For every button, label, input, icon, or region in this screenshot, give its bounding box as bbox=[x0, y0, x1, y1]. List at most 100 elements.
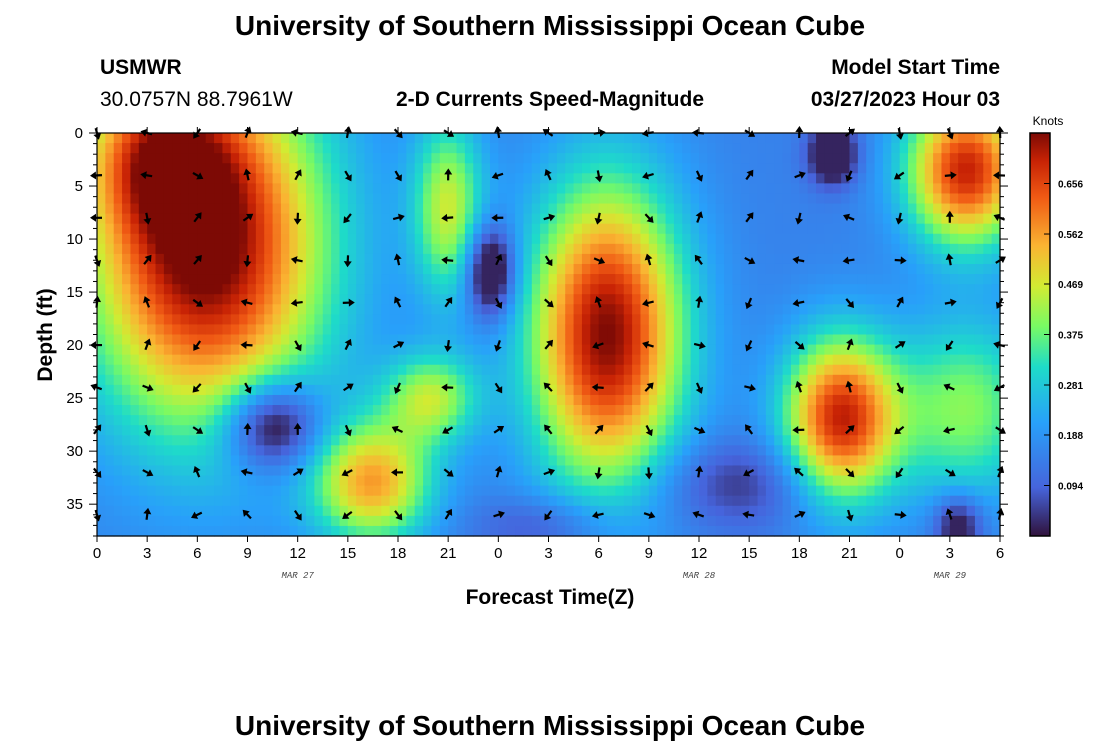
heatmap-cell bbox=[464, 253, 474, 265]
heatmap-cell bbox=[891, 153, 901, 164]
heatmap-cell bbox=[339, 223, 349, 235]
heatmap-cell bbox=[941, 203, 951, 215]
heatmap-cell bbox=[690, 364, 700, 376]
heatmap-cell bbox=[163, 253, 173, 265]
heatmap-cell bbox=[824, 415, 834, 426]
heatmap-cell bbox=[782, 364, 792, 376]
heatmap-cell bbox=[548, 505, 558, 517]
heatmap-cell bbox=[406, 334, 416, 346]
heatmap-cell bbox=[364, 495, 374, 507]
heatmap-cell bbox=[230, 465, 240, 477]
heatmap-cell bbox=[381, 324, 391, 336]
heatmap-cell bbox=[406, 263, 416, 275]
heatmap-cell bbox=[899, 304, 909, 315]
heatmap-cell bbox=[423, 505, 433, 517]
heatmap-cell bbox=[774, 394, 784, 406]
heatmap-cell bbox=[247, 435, 257, 446]
heatmap-cell bbox=[297, 193, 307, 205]
heatmap-cell bbox=[958, 374, 968, 386]
heatmap-cell bbox=[673, 294, 683, 305]
heatmap-cell bbox=[807, 435, 817, 446]
current-arrow bbox=[444, 168, 453, 181]
heatmap-cell bbox=[389, 525, 399, 537]
heatmap-cell bbox=[916, 425, 926, 436]
current-arrow bbox=[693, 341, 706, 350]
heatmap-cell bbox=[908, 354, 917, 366]
heatmap-cell bbox=[180, 193, 190, 205]
heatmap-cell bbox=[155, 213, 165, 225]
heatmap-cell bbox=[531, 505, 541, 517]
heatmap-cell bbox=[607, 435, 616, 446]
current-arrow bbox=[742, 510, 755, 519]
heatmap-cell bbox=[607, 253, 616, 265]
heatmap-cell bbox=[958, 133, 968, 144]
heatmap-cell bbox=[974, 153, 984, 164]
heatmap-cell bbox=[314, 133, 324, 144]
heatmap-cell bbox=[272, 415, 282, 426]
heatmap-cell bbox=[807, 213, 817, 225]
heatmap-cell bbox=[782, 405, 792, 416]
heatmap-cell bbox=[222, 314, 232, 326]
heatmap-cell bbox=[899, 203, 909, 215]
heatmap-cell bbox=[732, 253, 742, 265]
heatmap-cell bbox=[774, 173, 784, 184]
heatmap-cell bbox=[97, 515, 106, 527]
heatmap-cell bbox=[322, 284, 332, 295]
heatmap-cell bbox=[908, 515, 917, 527]
heatmap-cell bbox=[648, 374, 658, 386]
heatmap-cell bbox=[456, 193, 466, 205]
current-arrow bbox=[343, 255, 352, 268]
heatmap-cell bbox=[807, 304, 817, 315]
heatmap-cell bbox=[439, 133, 449, 144]
heatmap-cell bbox=[297, 495, 307, 507]
heatmap-cell bbox=[665, 183, 675, 195]
heatmap-cell bbox=[665, 314, 675, 326]
heatmap-cell bbox=[581, 445, 591, 456]
heatmap-cell bbox=[857, 263, 867, 275]
heatmap-cell bbox=[966, 203, 976, 215]
heatmap-cell bbox=[891, 274, 901, 285]
heatmap-cell bbox=[515, 314, 525, 326]
heatmap-cell bbox=[389, 263, 399, 275]
heatmap-cell bbox=[239, 455, 249, 467]
heatmap-cell bbox=[247, 253, 257, 265]
heatmap-cell bbox=[540, 475, 550, 487]
heatmap-cell bbox=[255, 354, 265, 366]
heatmap-cell bbox=[155, 314, 165, 326]
heatmap-cell bbox=[180, 233, 190, 245]
heatmap-cell bbox=[882, 153, 892, 164]
heatmap-cell bbox=[113, 133, 123, 144]
heatmap-cell bbox=[464, 163, 474, 174]
heatmap-cell bbox=[297, 485, 307, 497]
heatmap-cell bbox=[623, 163, 633, 174]
heatmap-cell bbox=[364, 415, 374, 426]
heatmap-cell bbox=[648, 445, 658, 456]
heatmap-cell bbox=[732, 374, 742, 386]
heatmap-cell bbox=[882, 263, 892, 275]
heatmap-cell bbox=[983, 173, 993, 184]
heatmap-cell bbox=[489, 394, 499, 406]
heatmap-cell bbox=[398, 143, 407, 154]
colorbar-tick-label: 0.281 bbox=[1058, 381, 1083, 392]
heatmap-cell bbox=[406, 233, 416, 245]
heatmap-cell bbox=[916, 274, 926, 285]
heatmap-cell bbox=[782, 133, 792, 144]
heatmap-cell bbox=[707, 243, 717, 255]
heatmap-cell bbox=[924, 354, 934, 366]
heatmap-cell bbox=[398, 173, 407, 184]
heatmap-cell bbox=[749, 274, 759, 285]
heatmap-cell bbox=[774, 475, 784, 487]
heatmap-cell bbox=[247, 274, 257, 285]
heatmap-cell bbox=[841, 274, 851, 285]
current-arrow bbox=[393, 253, 402, 266]
heatmap-cell bbox=[565, 384, 575, 396]
heatmap-cell bbox=[573, 193, 583, 205]
heatmap-cell bbox=[540, 394, 550, 406]
heatmap-cell bbox=[473, 405, 483, 416]
heatmap-cell bbox=[339, 435, 349, 446]
heatmap-cell bbox=[757, 354, 767, 366]
heatmap-cell bbox=[306, 374, 315, 386]
heatmap-cell bbox=[130, 435, 140, 446]
heatmap-cell bbox=[255, 435, 265, 446]
heatmap-cell bbox=[565, 515, 575, 527]
